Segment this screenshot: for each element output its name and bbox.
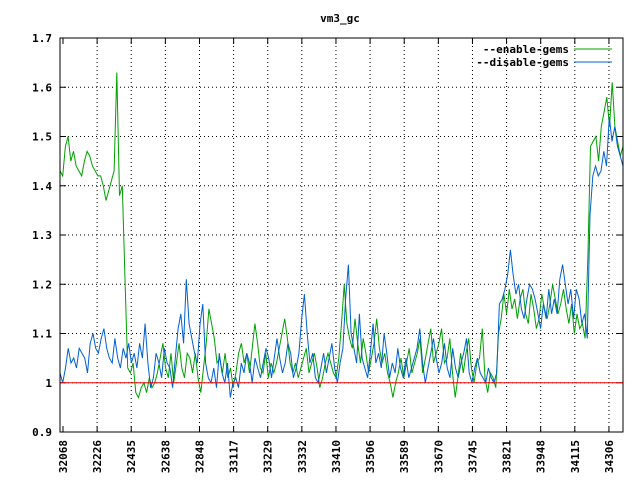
x-tick-label: 32226: [91, 440, 104, 473]
series-line-enable-gems: [59, 72, 624, 399]
y-tick-label: 1.4: [32, 180, 52, 193]
chart-title: vm3_gc: [320, 12, 360, 25]
y-tick-label: 1.7: [32, 32, 52, 45]
plot-frame: [59, 37, 624, 433]
series-line-disable-gems: [59, 116, 624, 398]
x-tick-label: 33506: [364, 440, 377, 473]
x-tick-label: 33410: [330, 440, 343, 473]
x-tick-label: 32638: [159, 440, 172, 473]
x-tick-label: 32848: [193, 440, 206, 473]
x-tick-label: 33229: [262, 440, 275, 473]
series-layer: [59, 72, 624, 399]
legend-label-disable-gems: --disable-gems: [476, 56, 569, 69]
axis-labels: 0.9 1 1.1 1.2 1.3 1.4 1.5 1.6 1.7 32068 32226 32435…: [32, 32, 616, 473]
x-tick-label: 34306: [603, 440, 616, 473]
legend: --enable-gems --disable-gems: [476, 43, 612, 69]
x-tick-label: 32068: [57, 440, 70, 473]
x-tick-label: 33589: [398, 440, 411, 473]
x-tick-label: 33948: [535, 440, 548, 473]
x-tick-label: 33745: [466, 440, 479, 473]
y-tick-label: 1.1: [32, 328, 52, 341]
x-tick-label: 33117: [228, 440, 241, 473]
y-tick-label: 1.6: [32, 81, 52, 94]
y-tick-label: 0.9: [32, 426, 52, 439]
x-tick-label: 32435: [125, 440, 138, 473]
x-tick-label: 34115: [569, 440, 582, 473]
grid-layer: [60, 37, 623, 433]
y-tick-label: 1.3: [32, 229, 52, 242]
x-tick-label: 33670: [432, 440, 445, 473]
legend-label-enable-gems: --enable-gems: [483, 43, 569, 56]
x-tick-label: 33332: [296, 440, 309, 473]
y-tick-label: 1: [45, 377, 52, 390]
x-tick-label: 33821: [501, 440, 514, 473]
y-tick-label: 1.2: [32, 278, 52, 291]
y-tick-label: 1.5: [32, 131, 52, 144]
